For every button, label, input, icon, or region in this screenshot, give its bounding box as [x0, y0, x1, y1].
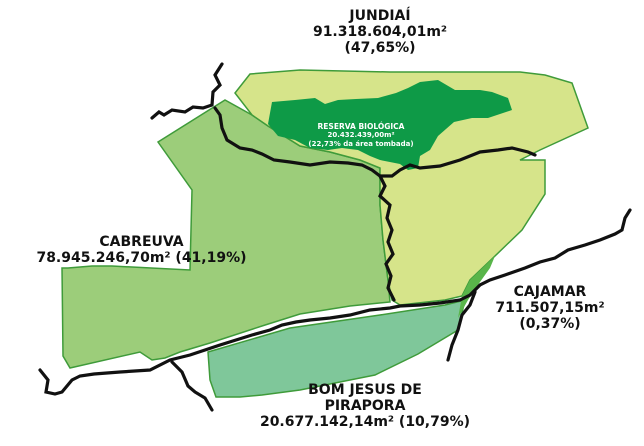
border-line-west	[150, 62, 224, 120]
cabreuva-area-percent: 78.945.246,70m² (41,19%)	[36, 250, 247, 267]
cajamar-percent: (0,37%)	[519, 316, 581, 333]
label-bom-jesus: BOM JESUS DE PIRAPORA 20.677.142,14m² (1…	[225, 382, 505, 430]
border-line-cajamar	[446, 290, 477, 362]
cajamar-name: CAJAMAR	[513, 284, 587, 300]
border-line-central	[378, 174, 396, 302]
bom-jesus-name-line1: BOM JESUS DE	[308, 382, 422, 398]
border-line-north	[213, 106, 537, 178]
reserva-note: (22,73% da área tombada)	[308, 140, 414, 149]
jundiai-percent: (47,65%)	[344, 40, 416, 57]
region-bom-jesus	[207, 298, 467, 398]
region-reserva-biologica	[268, 80, 512, 170]
jundiai-name: JUNDIAÍ	[349, 8, 411, 24]
reserva-name: RESERVA BIOLÓGICA	[317, 122, 405, 131]
label-cajamar: CAJAMAR 711.507,15m² (0,37%)	[470, 284, 630, 332]
bom-jesus-area-percent: 20.677.142,14m² (10,79%)	[259, 414, 471, 431]
border-line-southwest	[170, 360, 214, 412]
jundiai-area: 91.318.604,01m²	[312, 24, 448, 41]
cajamar-area: 711.507,15m²	[495, 300, 605, 317]
label-jundiai: JUNDIAÍ 91.318.604,01m² (47,65%)	[245, 8, 515, 56]
label-cabreuva: CABREUVA 78.945.246,70m² (41,19%)	[4, 234, 279, 266]
cabreuva-name: CABREUVA	[99, 234, 184, 250]
border-line-south	[38, 208, 632, 396]
label-reserva-biologica: RESERVA BIOLÓGICA 20.432.439,00m² (22,73…	[296, 122, 426, 149]
reserva-area: 20.432.439,00m²	[327, 131, 395, 140]
bom-jesus-name-line2: PIRAPORA	[324, 398, 406, 415]
